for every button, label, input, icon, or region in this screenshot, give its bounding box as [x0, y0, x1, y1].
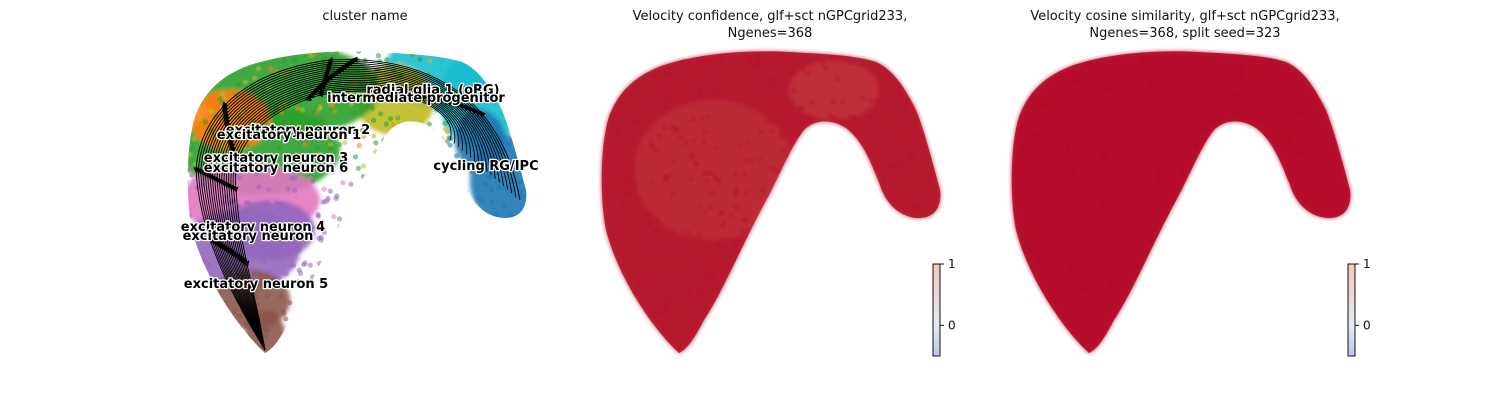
confidence-colorbar-tick-label: 0 — [948, 318, 956, 332]
streamline-arrow — [234, 160, 241, 169]
cosine-title-line-1: Velocity cosine similarity, glf+sct nGPC… — [1030, 9, 1340, 24]
cosine-panel-title: Velocity cosine similarity, glf+sct nGPC… — [975, 8, 1395, 42]
streamline — [233, 90, 452, 351]
cosine-point-cloud — [1011, 51, 1351, 353]
confidence-colorbar-tick-label: 1 — [948, 257, 956, 271]
cosine-panel: Velocity cosine similarity, glf+sct nGPC… — [975, 0, 1395, 400]
cluster-label: excitatory neuron 5 — [184, 277, 328, 292]
cluster-panel: cluster name radial glia 1 (oRG) intermed… — [150, 0, 580, 400]
cosine-colorbar-tick-label: 1 — [1363, 257, 1371, 271]
confidence-colorbar — [932, 263, 941, 357]
streamline-arrow — [243, 260, 250, 268]
confidence-title-line-2: Ngenes=368 — [727, 26, 813, 41]
cluster-label: excitatory neuron 6 — [204, 161, 348, 176]
cluster-label: excitatory neuron 3 — [204, 151, 348, 166]
cluster-label: cycling RG/IPC — [433, 159, 538, 174]
cosine-colorbar — [1347, 263, 1356, 357]
cosine-title-line-2: Ngenes=368, split seed=323 — [1089, 26, 1281, 41]
cluster-label: intermediate progenitor — [327, 91, 505, 106]
cosine-umap-plot: 10 — [1011, 51, 1371, 357]
cluster-label: excitatory neuron 1 — [217, 128, 361, 143]
confidence-point-cloud — [601, 51, 941, 353]
cluster-panel-title: cluster name — [322, 9, 408, 24]
cluster-label: excitatory neuron 4 — [181, 220, 325, 235]
streamline-arrow — [304, 95, 312, 101]
confidence-umap-plot: 10 — [601, 51, 956, 357]
cluster-label: excitatory neuron 2 — [226, 123, 370, 138]
confidence-panel: Velocity confidence, glf+sct nGPCgrid233… — [560, 0, 980, 400]
velocity-streamlines — [193, 56, 521, 351]
cluster-umap-plot: radial glia 1 (oRG)intermediate progenit… — [180, 51, 540, 353]
cosine-colorbar-tick-label: 0 — [1363, 318, 1371, 332]
streamline-arrow — [403, 94, 411, 101]
confidence-panel-title: Velocity confidence, glf+sct nGPCgrid233… — [560, 8, 980, 42]
confidence-title-line-1: Velocity confidence, glf+sct nGPCgrid233… — [632, 9, 908, 24]
cluster-label: excitatory neuron — [183, 229, 314, 244]
cluster-label: radial glia 1 (oRG) — [366, 83, 499, 98]
